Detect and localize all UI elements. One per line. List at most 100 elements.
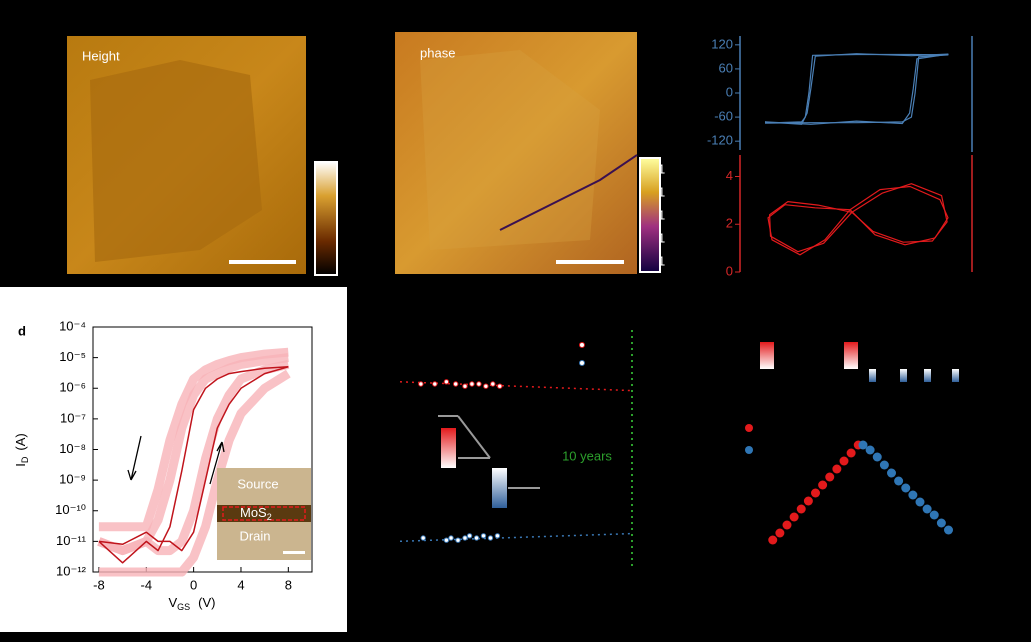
data-line <box>767 185 949 256</box>
data-point <box>483 383 489 389</box>
legend-marker <box>579 360 585 366</box>
colorbar-label: 1 <box>658 230 665 245</box>
data-point <box>915 497 925 507</box>
y-tick-label: 120 <box>711 36 733 51</box>
arrow <box>438 415 540 489</box>
data-point <box>768 535 778 545</box>
x-tick-label: -8 <box>93 577 105 592</box>
inset-label-sub: 2 <box>267 512 272 522</box>
state-box <box>492 468 507 508</box>
scale-bar <box>229 260 296 264</box>
data-point <box>789 512 799 522</box>
data-point <box>858 440 868 450</box>
y-tick-label: 4 <box>726 168 733 183</box>
arrow <box>127 435 142 481</box>
y-tick-label: 10⁻¹⁰ <box>55 502 86 517</box>
data-point <box>879 460 889 470</box>
image-label: Height <box>82 48 120 63</box>
data-point <box>462 535 468 541</box>
x-tick-label: -4 <box>140 577 152 592</box>
legend-marker <box>745 446 753 454</box>
y-tick-label: 0 <box>726 84 733 99</box>
state-box <box>924 369 931 382</box>
y-tick-label: 10⁻⁴ <box>59 318 86 333</box>
data-point <box>466 533 473 539</box>
colorbar-label: 1 <box>658 253 665 268</box>
data-point <box>796 504 806 514</box>
data-point <box>443 379 450 385</box>
data-point <box>487 535 494 541</box>
data-point <box>497 383 503 389</box>
data-point <box>473 535 480 541</box>
data-point <box>803 496 813 506</box>
annotation: 10 years <box>562 448 612 463</box>
y-tick-label: 10⁻⁶ <box>59 380 86 395</box>
data-point <box>462 383 468 389</box>
data-point <box>887 468 896 478</box>
data-point <box>929 510 939 520</box>
data-line <box>98 366 289 552</box>
afm-phase-image <box>395 32 637 274</box>
data-line <box>98 369 291 577</box>
data-line <box>764 53 949 124</box>
data-point <box>872 452 882 462</box>
y-tick-label: -60 <box>714 109 733 124</box>
y-tick-label: 10⁻¹¹ <box>56 533 87 548</box>
data-point <box>480 533 487 539</box>
x-tick-label: 0 <box>190 577 197 592</box>
data-point <box>469 381 475 387</box>
fit-line <box>399 532 633 543</box>
x-tick-label: 4 <box>237 577 244 592</box>
data-line <box>769 183 948 253</box>
scale-bar <box>556 260 624 264</box>
arrow <box>209 441 225 485</box>
data-point <box>448 535 454 541</box>
inset-label: MoS2 <box>240 505 272 522</box>
colorbar-label: 1 <box>658 161 665 176</box>
y-tick-label: 10⁻⁹ <box>59 472 86 487</box>
y-axis-label: ID(A) <box>13 433 30 466</box>
y-tick-label: 10⁻⁵ <box>59 349 86 364</box>
scale-bar <box>283 551 305 554</box>
data-point <box>825 472 835 482</box>
crack <box>499 154 638 231</box>
data-point <box>476 381 482 387</box>
data-point <box>839 456 849 466</box>
y-tick-label: 10⁻⁸ <box>59 441 86 456</box>
data-line <box>98 347 289 532</box>
data-point <box>818 480 828 490</box>
data-point <box>782 520 792 530</box>
image-label: phase <box>420 45 455 60</box>
data-point <box>420 535 426 541</box>
data-line <box>98 366 289 564</box>
data-point <box>811 488 820 498</box>
data-point <box>452 381 459 387</box>
colorbar-label: 1 <box>658 207 665 222</box>
data-point <box>775 528 785 538</box>
y-tick-label: 10⁻¹² <box>56 563 87 578</box>
data-point <box>901 483 911 493</box>
panel-label: d <box>18 323 26 338</box>
state-box <box>952 369 959 382</box>
data-point <box>418 381 424 387</box>
fit-line <box>399 381 633 392</box>
channel <box>217 505 311 522</box>
legend-marker <box>745 424 753 432</box>
inset-label: Drain <box>239 528 270 543</box>
y-tick-label: -120 <box>707 133 733 148</box>
y-tick-label: 2 <box>726 216 733 231</box>
channel-outline <box>222 506 306 521</box>
flake <box>420 50 600 250</box>
data-point <box>832 464 842 474</box>
colorbar <box>639 157 661 273</box>
flake <box>90 60 262 262</box>
x-tick-label: 8 <box>285 577 292 592</box>
data-point <box>490 381 496 387</box>
colorbar <box>314 161 338 276</box>
y-tick-label: 60 <box>719 60 733 75</box>
data-point <box>908 490 918 500</box>
inset-label: Source <box>237 476 278 491</box>
data-point <box>944 525 953 535</box>
